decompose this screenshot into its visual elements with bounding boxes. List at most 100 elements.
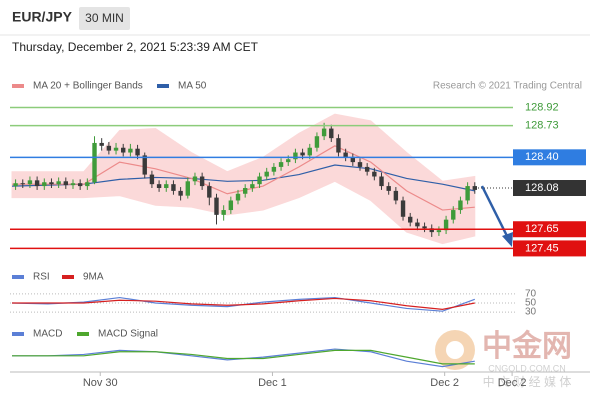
watermark-logo-inner <box>446 341 464 359</box>
candle-body <box>422 226 427 229</box>
candle-body <box>99 142 104 146</box>
candle-body <box>278 162 284 167</box>
legend-swatch <box>157 84 169 88</box>
price-level-box <box>513 221 586 238</box>
x-tick-label: Dec 1 <box>258 377 287 389</box>
legend-swatch <box>12 84 24 88</box>
candle-body <box>128 148 133 153</box>
price-level-box <box>513 180 586 197</box>
series-line <box>12 297 475 310</box>
x-tick-label: Dec 2 <box>498 377 527 389</box>
price-level-label: 128.08 <box>525 182 559 194</box>
candle-body <box>321 128 327 137</box>
watermark-logo <box>435 330 475 370</box>
legend-label: MA 50 <box>178 81 207 92</box>
candle-body <box>171 184 176 191</box>
series-line <box>11 164 475 192</box>
candle-body <box>336 138 341 153</box>
price-level-label: 128.92 <box>525 101 559 113</box>
candle-body <box>70 183 76 186</box>
bollinger-band <box>11 113 476 245</box>
candle-body <box>142 155 147 175</box>
interval[interactable]: 30 MIN <box>85 11 124 25</box>
candle-body <box>372 171 377 177</box>
source: Research © 2021 Trading Central <box>433 81 582 92</box>
candle-body <box>443 219 449 231</box>
legend-swatch <box>12 275 24 279</box>
y-tick-label: 30 <box>525 307 537 318</box>
candle-body <box>307 147 312 156</box>
legend-swatch <box>77 332 89 336</box>
candle-body <box>436 230 442 233</box>
legend-label: RSI <box>33 272 50 283</box>
price-level-label: 127.45 <box>525 242 559 254</box>
candle-body <box>271 166 277 172</box>
legend-label: MACD Signal <box>98 329 158 340</box>
candle-body <box>300 152 305 156</box>
candle-body <box>400 200 406 217</box>
price-level-label: 128.73 <box>525 120 559 132</box>
candle-body <box>293 152 298 160</box>
candle-body <box>207 186 212 198</box>
x-tick-label: Nov 30 <box>83 377 118 389</box>
price-level-label: 128.40 <box>525 151 559 163</box>
y-tick-label: 50 <box>525 298 537 309</box>
candle-body <box>199 176 205 187</box>
candle-body <box>20 183 25 185</box>
candle-body <box>164 184 169 189</box>
candle-body <box>257 176 262 185</box>
candle-body <box>13 183 18 187</box>
arrow-head <box>502 232 513 247</box>
candle-body <box>113 147 119 151</box>
watermark: 中金网 CNGOLD.COM.CN 中 文 财 经 媒 体 <box>435 329 572 389</box>
legend-label: MACD <box>33 329 62 340</box>
candle-body <box>135 148 140 156</box>
candle-body <box>386 186 391 191</box>
candle-body <box>408 216 413 223</box>
legend-swatch <box>62 275 74 279</box>
candle-body <box>221 210 226 215</box>
candle-body <box>228 200 234 211</box>
interval-box[interactable] <box>79 7 130 30</box>
symbol: EUR/JPY <box>12 9 73 25</box>
candle-body <box>85 182 90 187</box>
price-level-label: 127.65 <box>525 223 559 235</box>
candle-body <box>379 176 384 187</box>
candle-body <box>343 152 348 158</box>
timestamp: Thursday, December 2, 2021 5:23:39 AM CE… <box>12 40 259 54</box>
candle-body <box>286 159 291 163</box>
price-level-box <box>513 240 586 257</box>
candle-body <box>357 162 363 167</box>
y-tick-label: 70 <box>525 289 537 300</box>
legend-swatch <box>12 332 24 336</box>
price-level-box <box>513 149 586 166</box>
series-line <box>12 349 475 365</box>
candle-body <box>49 182 54 185</box>
candle-body <box>465 186 470 201</box>
candle-body <box>214 197 219 215</box>
candle-body <box>77 183 83 187</box>
candle-body <box>314 136 320 148</box>
candle-body <box>34 180 40 187</box>
candle-body <box>121 147 126 153</box>
candle-body <box>242 188 248 194</box>
candle-body <box>27 180 33 185</box>
legend-label: MA 20 + Bollinger Bands <box>33 81 143 92</box>
candle-body <box>63 181 69 186</box>
legend-label: 9MA <box>83 272 104 283</box>
candle-body <box>250 184 255 189</box>
candle-body <box>185 181 190 196</box>
candle-body <box>178 190 183 196</box>
candle-body <box>429 228 434 233</box>
candle-body <box>472 186 477 190</box>
candle-body <box>415 222 420 227</box>
watermark-tagline: 中 文 财 经 媒 体 <box>483 374 572 389</box>
watermark-title: 中金网 <box>482 329 572 363</box>
candle-body <box>364 166 370 172</box>
candle-body <box>156 184 162 189</box>
candle-body <box>393 190 399 201</box>
candle-body <box>192 176 198 182</box>
candle-body <box>458 200 463 211</box>
